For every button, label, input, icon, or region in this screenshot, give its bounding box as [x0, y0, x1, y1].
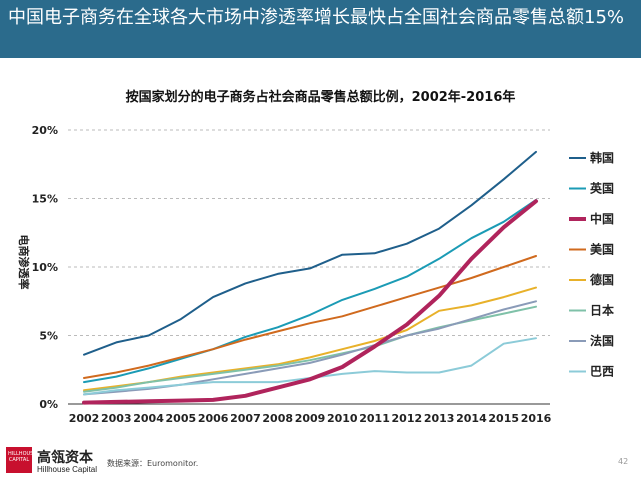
y-tick-label: 15% — [32, 193, 58, 206]
chart-title: 按国家划分的电子商务占社会商品零售总额比例，2002年-2016年 — [125, 90, 516, 105]
x-tick-label: 2005 — [166, 412, 197, 425]
x-tick-label: 2013 — [424, 412, 455, 425]
x-tick-label: 2006 — [198, 412, 229, 425]
x-tick-label: 2012 — [392, 412, 423, 425]
y-tick-label: 5% — [39, 330, 58, 343]
x-tick-label: 2011 — [359, 412, 390, 425]
x-tick-label: 2002 — [69, 412, 100, 425]
legend-label: 法国 — [590, 333, 614, 348]
legend-label: 德国 — [590, 272, 614, 287]
x-tick-label: 2007 — [230, 412, 261, 425]
y-tick-labels: 0% 5% 10% 15% 20% — [32, 124, 58, 411]
brand-name-cn: 高瓴资本 — [37, 450, 93, 466]
x-tick-label: 2008 — [262, 412, 293, 425]
x-tick-label: 2003 — [101, 412, 132, 425]
x-tick-label: 2014 — [456, 412, 487, 425]
grid-lines — [68, 129, 550, 405]
series-line-4 — [83, 255, 537, 379]
y-tick-label: 0% — [39, 398, 58, 411]
x-tick-label: 2004 — [133, 412, 164, 425]
x-tick-label: 2016 — [521, 412, 552, 425]
x-tick-labels: 2002 2003 2004 2005 2006 2007 2008 2009 2010 2011… — [69, 412, 552, 425]
series-line-1 — [83, 150, 537, 356]
y-tick-label: 20% — [32, 124, 58, 137]
legend-label: 中国 — [590, 211, 614, 226]
logo-text: HILLHOUSE CAPITAL — [8, 451, 37, 463]
page-title: 中国电子商务在全球各大市场中渗透率增长最快占全国社会商品零售总额15% — [8, 7, 625, 28]
series-line-8 — [83, 337, 537, 396]
x-tick-label: 2015 — [488, 412, 519, 425]
legend-label: 韩国 — [590, 150, 614, 165]
line-chart: 0%5%10%15%20% 2002 2003 2004 2005 2006 2007 20… — [32, 124, 614, 425]
x-tick-label: 2010 — [327, 412, 358, 425]
x-tick-label: 2009 — [295, 412, 326, 425]
hillhouse-logo: HILLHOUSE CAPITAL — [6, 447, 37, 473]
series-line-2 — [83, 198, 537, 384]
brand-name-en: Hillhouse Capital — [37, 465, 98, 474]
series-line-3 — [82, 199, 538, 405]
y-tick-label: 10% — [32, 261, 58, 274]
data-source: 数据来源：Euromonitor. — [107, 459, 199, 468]
legend-label: 日本 — [590, 303, 614, 318]
page-number: 42 — [618, 457, 629, 466]
series-lines — [82, 150, 538, 405]
legend-label: 美国 — [590, 242, 614, 257]
series-line-5 — [83, 286, 537, 392]
legend-label: 巴西 — [590, 365, 614, 379]
header-bar: 中国电子商务在全球各大市场中渗透率增长最快占全国社会商品零售总额15% — [0, 0, 641, 58]
legend-label: 英国 — [590, 181, 614, 196]
